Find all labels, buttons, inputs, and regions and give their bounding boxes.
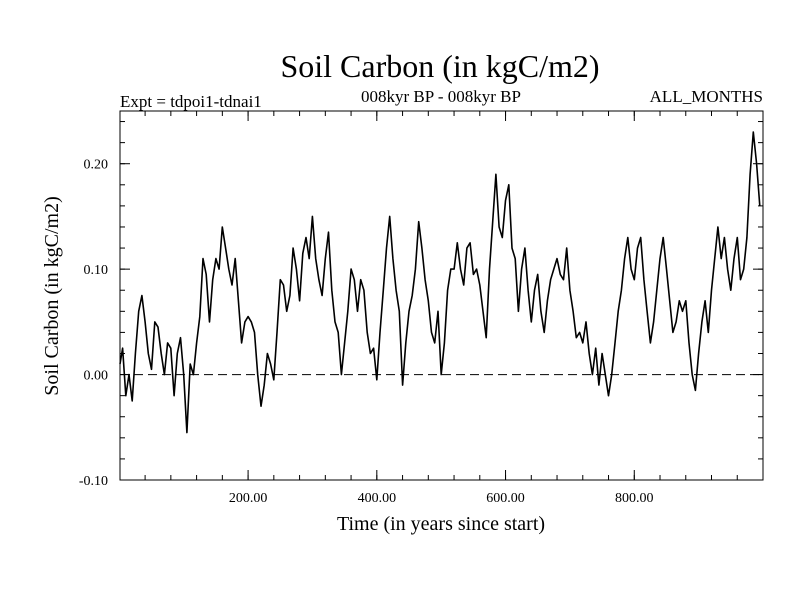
x-axis-label: Time (in years since start) <box>337 513 545 535</box>
subtitle-left: Expt = tdpoi1-tdnai1 <box>120 92 262 111</box>
plot-frame <box>119 110 764 481</box>
y-tick-label: -0.10 <box>79 474 108 489</box>
x-tick-label: 600.00 <box>486 491 525 506</box>
subtitle-center: 008kyr BP - 008kyr BP <box>361 87 521 106</box>
y-tick-label: 0.20 <box>84 158 109 173</box>
y-tick-label: 0.10 <box>84 263 109 278</box>
tick-labels: 200.00 400.00 600.00 800.00 -0.10 0.00 0.10 0.2… <box>79 158 654 506</box>
chart-title: Soil Carbon (in kgC/m2) <box>280 48 599 84</box>
x-tick-label: 800.00 <box>615 491 654 506</box>
subtitle-right: ALL_MONTHS <box>650 87 763 106</box>
x-tick-label: 200.00 <box>229 491 268 506</box>
y-tick-label: 0.00 <box>84 369 109 384</box>
y-axis-label: Soil Carbon (in kgC/m2) <box>41 196 63 395</box>
series-line <box>119 131 761 434</box>
x-tick-label: 400.00 <box>358 491 397 506</box>
tick-marks <box>120 111 763 481</box>
